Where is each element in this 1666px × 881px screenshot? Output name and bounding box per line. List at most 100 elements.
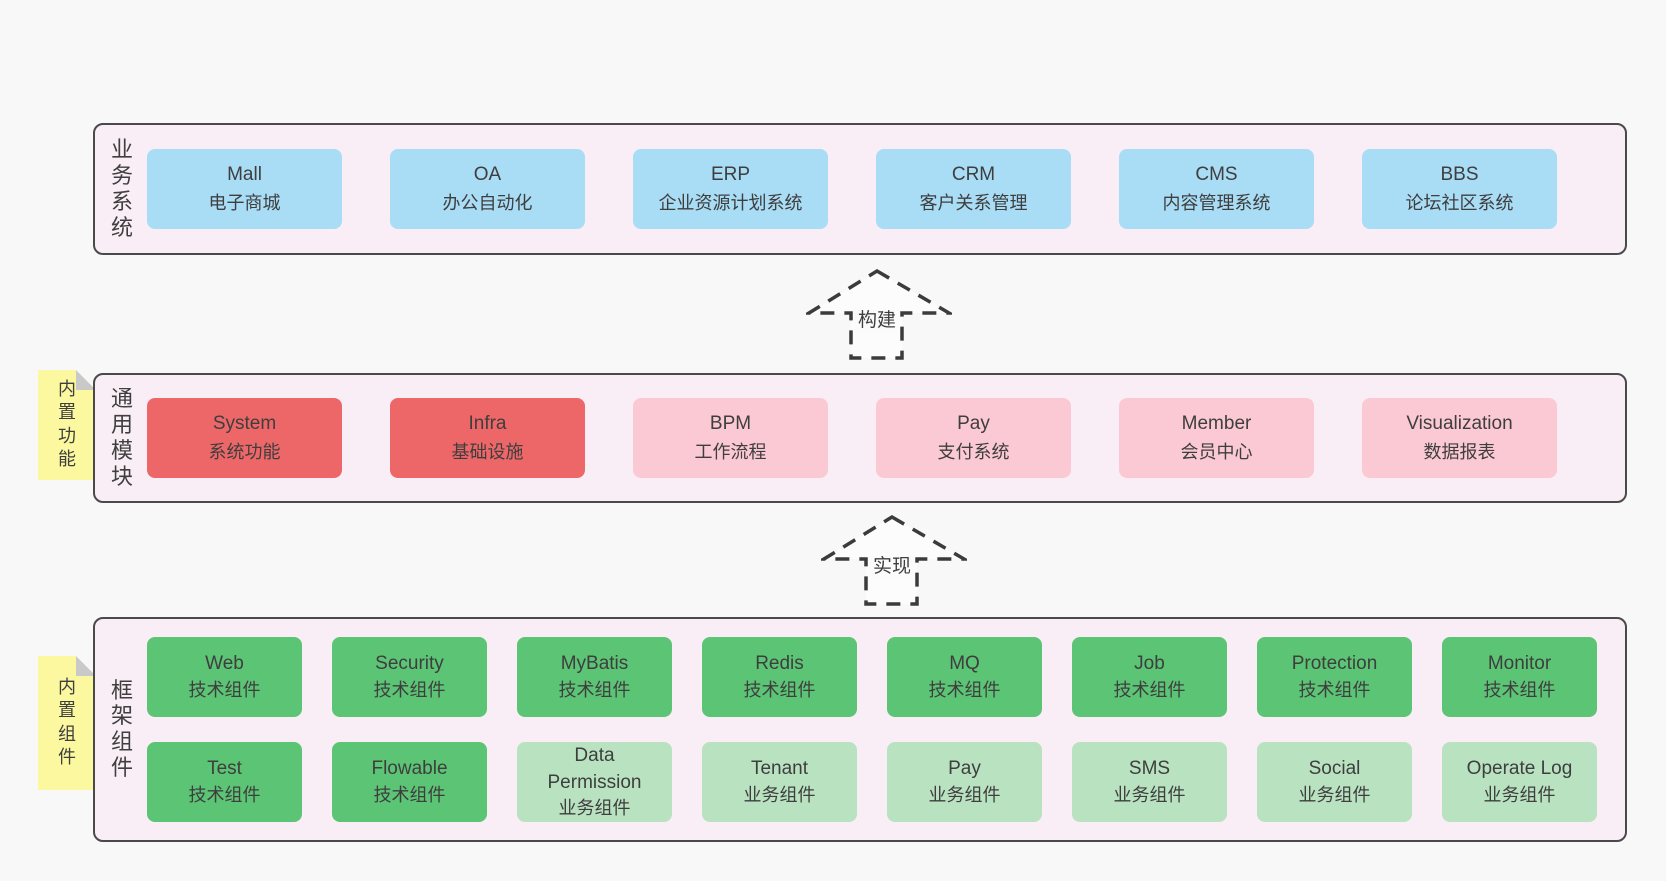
box-name: Infra [468, 413, 507, 435]
box-desc: 客户关系管理 [919, 192, 1028, 213]
box-mybatis: MyBatis 技术组件 [517, 637, 672, 717]
box-desc: 技术组件 [188, 679, 261, 700]
box-name: BBS [1440, 164, 1479, 186]
box-desc: 技术组件 [743, 679, 816, 700]
band-rows: Web 技术组件 Security 技术组件 MyBatis 技术组件 Redi… [147, 619, 1597, 840]
box-row: Test 技术组件 Flowable 技术组件 Data Permission … [147, 742, 1597, 822]
box-desc: 业务组件 [1113, 784, 1186, 805]
box-name: MQ [949, 653, 980, 675]
band-rows: Mall 电子商城 OA 办公自动化 ERP 企业资源计划系统 CRM 客户关系… [147, 125, 1557, 253]
box-desc: 业务组件 [1298, 784, 1371, 805]
box-operate-log: Operate Log 业务组件 [1442, 742, 1597, 822]
box-desc: 支付系统 [937, 441, 1010, 462]
box-bbs: BBS 论坛社区系统 [1362, 149, 1557, 229]
box-member: Member 会员中心 [1119, 398, 1314, 478]
box-name: BPM [709, 413, 752, 435]
box-name: Mall [227, 164, 262, 186]
arrow-build: 构建 [806, 268, 952, 362]
box-desc: 技术组件 [373, 679, 446, 700]
box-flowable: Flowable 技术组件 [332, 742, 487, 822]
box-name: Test [207, 758, 242, 780]
box-name: OA [473, 164, 502, 186]
box-desc: 业务组件 [558, 797, 631, 818]
sticky-label: 内置功能 [58, 379, 76, 470]
box-name: CRM [951, 164, 996, 186]
box-row: Mall 电子商城 OA 办公自动化 ERP 企业资源计划系统 CRM 客户关系… [147, 149, 1557, 229]
box-desc: 业务组件 [743, 784, 816, 805]
box-oa: OA 办公自动化 [390, 149, 585, 229]
box-social: Social 业务组件 [1257, 742, 1412, 822]
box-name: ERP [710, 164, 751, 186]
box-desc: 数据报表 [1423, 441, 1496, 462]
box-name: Data Permission [547, 745, 642, 793]
band-rows: System 系统功能 Infra 基础设施 BPM 工作流程 Pay 支付系统… [147, 375, 1557, 501]
arrow-label: 构建 [854, 310, 900, 333]
box-desc: 技术组件 [558, 679, 631, 700]
box-name: Operate Log [1466, 758, 1573, 780]
box-desc: 技术组件 [1113, 679, 1186, 700]
box-row: Web 技术组件 Security 技术组件 MyBatis 技术组件 Redi… [147, 637, 1597, 717]
box-desc: 办公自动化 [442, 192, 533, 213]
box-name: Tenant [750, 758, 809, 780]
box-name: Social [1308, 758, 1361, 780]
box-desc: 工作流程 [694, 441, 767, 462]
box-bpm: BPM 工作流程 [633, 398, 828, 478]
box-tenant: Tenant 业务组件 [702, 742, 857, 822]
box-name: Pay [957, 413, 990, 435]
band-label: 业务系统 [110, 137, 133, 240]
box-pay-component: Pay 业务组件 [887, 742, 1042, 822]
box-desc: 技术组件 [928, 679, 1001, 700]
box-desc: 电子商城 [208, 192, 281, 213]
box-visualization: Visualization 数据报表 [1362, 398, 1557, 478]
box-name: Monitor [1487, 653, 1552, 675]
box-name: MyBatis [560, 653, 629, 675]
band-framework-components: 框架组件 Web 技术组件 Security 技术组件 MyBatis 技术组件… [93, 617, 1627, 842]
box-name: Flowable [371, 758, 448, 780]
box-desc: 会员中心 [1180, 441, 1253, 462]
box-mq: MQ 技术组件 [887, 637, 1042, 717]
box-system: System 系统功能 [147, 398, 342, 478]
box-desc: 技术组件 [1483, 679, 1556, 700]
box-crm: CRM 客户关系管理 [876, 149, 1071, 229]
sticky-note-builtin-components: 内置组件 [38, 656, 96, 790]
box-desc: 业务组件 [928, 784, 1001, 805]
band-common-modules: 通用模块 System 系统功能 Infra 基础设施 BPM 工作流程 Pay… [93, 373, 1627, 503]
box-desc: 企业资源计划系统 [658, 192, 803, 213]
band-label: 通用模块 [110, 386, 133, 489]
sticky-note-builtin-features: 内置功能 [38, 370, 96, 480]
box-job: Job 技术组件 [1072, 637, 1227, 717]
box-monitor: Monitor 技术组件 [1442, 637, 1597, 717]
arrow-implement: 实现 [821, 514, 967, 608]
band-business-systems: 业务系统 Mall 电子商城 OA 办公自动化 ERP 企业资源计划系统 CRM… [93, 123, 1627, 255]
box-name: Pay [948, 758, 981, 780]
box-name: Security [375, 653, 444, 675]
box-desc: 技术组件 [1298, 679, 1371, 700]
box-desc: 基础设施 [451, 441, 524, 462]
box-name: Visualization [1406, 413, 1513, 435]
box-pay-module: Pay 支付系统 [876, 398, 1071, 478]
box-name: Web [205, 653, 244, 675]
box-desc: 系统功能 [208, 441, 281, 462]
box-desc: 内容管理系统 [1162, 192, 1271, 213]
box-test: Test 技术组件 [147, 742, 302, 822]
box-data-permission: Data Permission 业务组件 [517, 742, 672, 822]
box-infra: Infra 基础设施 [390, 398, 585, 478]
box-name: Redis [755, 653, 804, 675]
box-desc: 论坛社区系统 [1405, 192, 1514, 213]
box-cms: CMS 内容管理系统 [1119, 149, 1314, 229]
box-protection: Protection 技术组件 [1257, 637, 1412, 717]
box-security: Security 技术组件 [332, 637, 487, 717]
band-label: 框架组件 [110, 677, 133, 781]
box-redis: Redis 技术组件 [702, 637, 857, 717]
box-erp: ERP 企业资源计划系统 [633, 149, 828, 229]
box-name: Member [1181, 413, 1252, 435]
box-name: CMS [1195, 164, 1238, 186]
sticky-label: 内置组件 [58, 677, 76, 768]
box-sms: SMS 业务组件 [1072, 742, 1227, 822]
box-web: Web 技术组件 [147, 637, 302, 717]
box-desc: 业务组件 [1483, 784, 1556, 805]
arrow-label: 实现 [869, 556, 915, 579]
box-mall: Mall 电子商城 [147, 149, 342, 229]
box-desc: 技术组件 [188, 784, 261, 805]
box-desc: 技术组件 [373, 784, 446, 805]
